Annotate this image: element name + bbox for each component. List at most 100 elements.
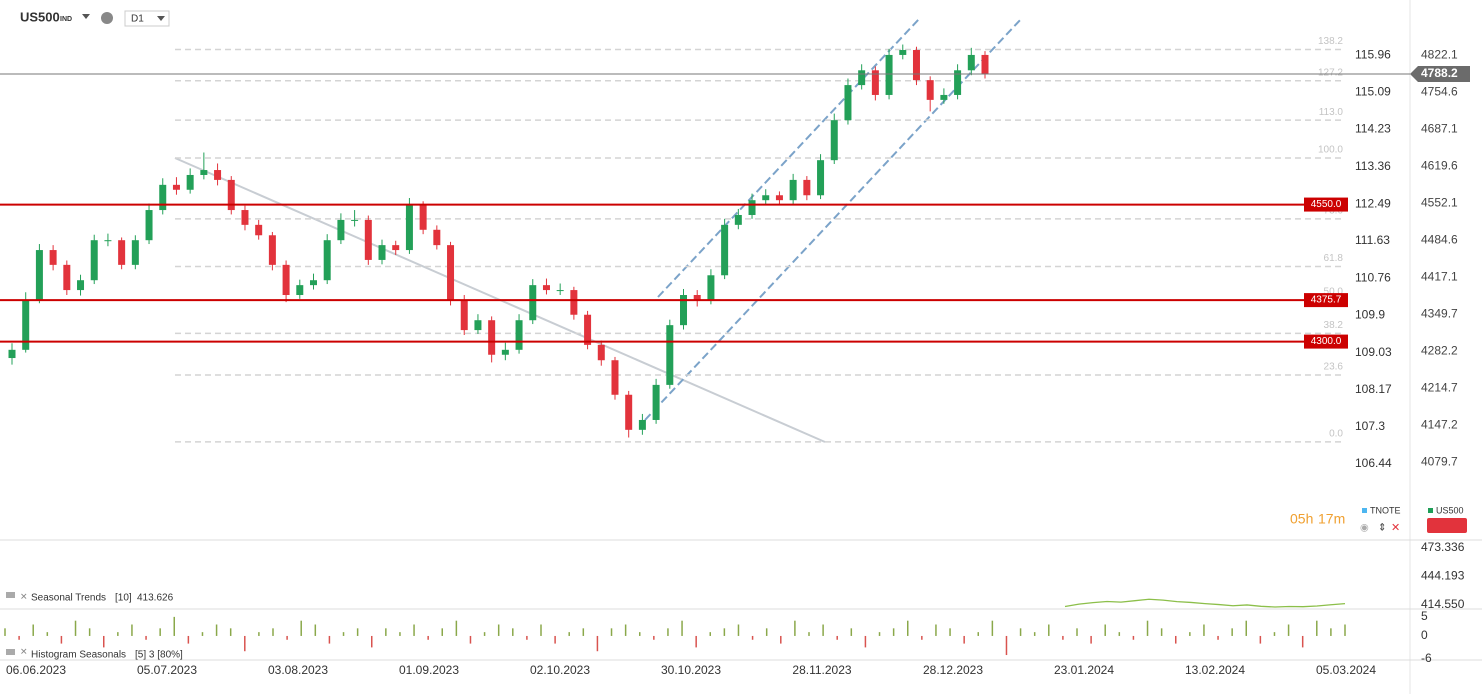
candle-body [49,250,57,265]
y2-tick-label: 106.44 [1355,456,1392,470]
candle-body [351,219,359,221]
candle-body [460,299,468,331]
pane-close[interactable]: ✕ [20,591,28,601]
candle-body [858,70,866,86]
y2-tick-label: 113.36 [1355,159,1391,173]
candle-body [8,349,16,359]
y2-tick-label: 111.63 [1355,233,1390,247]
candle-body [748,200,756,215]
y-tick-label: 4282.2 [1421,344,1458,358]
x-tick-label: 03.08.2023 [268,663,328,677]
candle-body [131,240,139,265]
candle-body [734,214,742,225]
candle-body [762,195,770,201]
candle-body [775,195,783,201]
histogram-name: Histogram Seasonals [31,650,126,661]
pane-menu[interactable] [6,649,15,655]
candle-body [707,275,715,300]
candle-body [940,94,948,100]
candle-body [542,285,550,291]
y2-tick-label: 114.23 [1355,122,1391,136]
histogram-tick-label: 0 [1421,628,1428,642]
move-icon[interactable]: ⇕ [1378,523,1386,534]
candle-body [638,419,646,430]
x-tick-label: 23.01.2024 [1054,663,1114,677]
candle-body [488,320,496,355]
candle-body [967,54,975,71]
candle-body [817,160,825,196]
candle-body [90,240,98,281]
y-tick-label: 4147.2 [1421,418,1458,432]
candle-body [296,285,304,296]
legend-swatch [1428,508,1433,513]
timeframe-dropdown[interactable] [157,16,165,21]
fib-label: 61.8 [1324,253,1344,264]
symbol-dropdown[interactable] [82,14,90,19]
y2-tick-label: 110.76 [1355,271,1391,285]
candle-body [844,85,852,121]
y-tick-label: 4822.1 [1421,48,1458,62]
candle-body [652,384,660,420]
y-tick-label: 4349.7 [1421,307,1458,321]
candle-body [337,219,345,241]
last-price-tag [1410,66,1470,83]
candle-body [474,320,482,331]
last-price-label: 4788.2 [1421,66,1458,80]
y-tick-label: 4754.6 [1421,85,1458,99]
seasonal-line [1064,598,1346,608]
remove-button[interactable] [1427,518,1467,533]
candle-body [63,264,71,291]
fib-label: 23.6 [1324,362,1344,373]
y-tick-label: 4214.7 [1421,381,1458,395]
x-tick-label: 02.10.2023 [530,663,590,677]
candle-body [584,314,592,345]
level-tag [1304,197,1348,212]
candle-body [214,170,222,180]
y2-tick-label: 115.96 [1355,47,1391,61]
candle-body [981,54,989,75]
close-icon[interactable]: ✕ [1391,522,1400,534]
candle-body [255,224,263,236]
histogram-tick-label: 5 [1421,609,1428,623]
countdown-hours: 05h [1290,511,1313,527]
candle-body [268,235,276,265]
y2-tick-label: 107.3 [1355,419,1385,433]
candle-body [501,349,509,355]
candle-body [721,224,729,276]
candle-body [680,295,688,326]
x-tick-label: 01.09.2023 [399,663,459,677]
x-tick-label: 05.03.2024 [1316,663,1376,677]
eye-icon[interactable]: ◉ [1360,523,1369,534]
candle-body [227,179,235,211]
candle-body [241,210,249,225]
timeframe-box[interactable] [124,10,170,27]
y-tick-label: 4552.1 [1421,196,1458,210]
seasonal-params: [10] [115,593,132,604]
candle-body [309,280,317,286]
level-tag [1304,293,1348,308]
candle-body [926,80,934,100]
y2-tick-label: 109.03 [1355,345,1392,359]
candle-body [186,174,194,190]
candle-body [556,290,564,292]
candle-body [282,264,290,296]
pane-close[interactable]: ✕ [20,646,28,656]
histogram-tick-label: -6 [1421,651,1432,665]
y-tick-label: 4484.6 [1421,233,1458,247]
candle-body [693,295,701,300]
symbol[interactable]: US500 [20,9,60,24]
x-tick-label: 05.07.2023 [137,663,197,677]
candle-body [364,219,372,260]
legend-label: TNOTE [1370,505,1401,515]
fib-label: 0.0 [1329,429,1343,440]
candle-body [885,54,893,95]
seasonal-name: Seasonal Trends [31,593,106,604]
candle-body [433,229,441,246]
info-icon[interactable] [101,12,113,24]
candle-body [912,50,920,81]
pane-menu[interactable] [6,592,15,598]
candle-body [77,280,85,291]
x-tick-label: 30.10.2023 [661,663,721,677]
seasonal-tick-label: 444.193 [1421,568,1465,582]
